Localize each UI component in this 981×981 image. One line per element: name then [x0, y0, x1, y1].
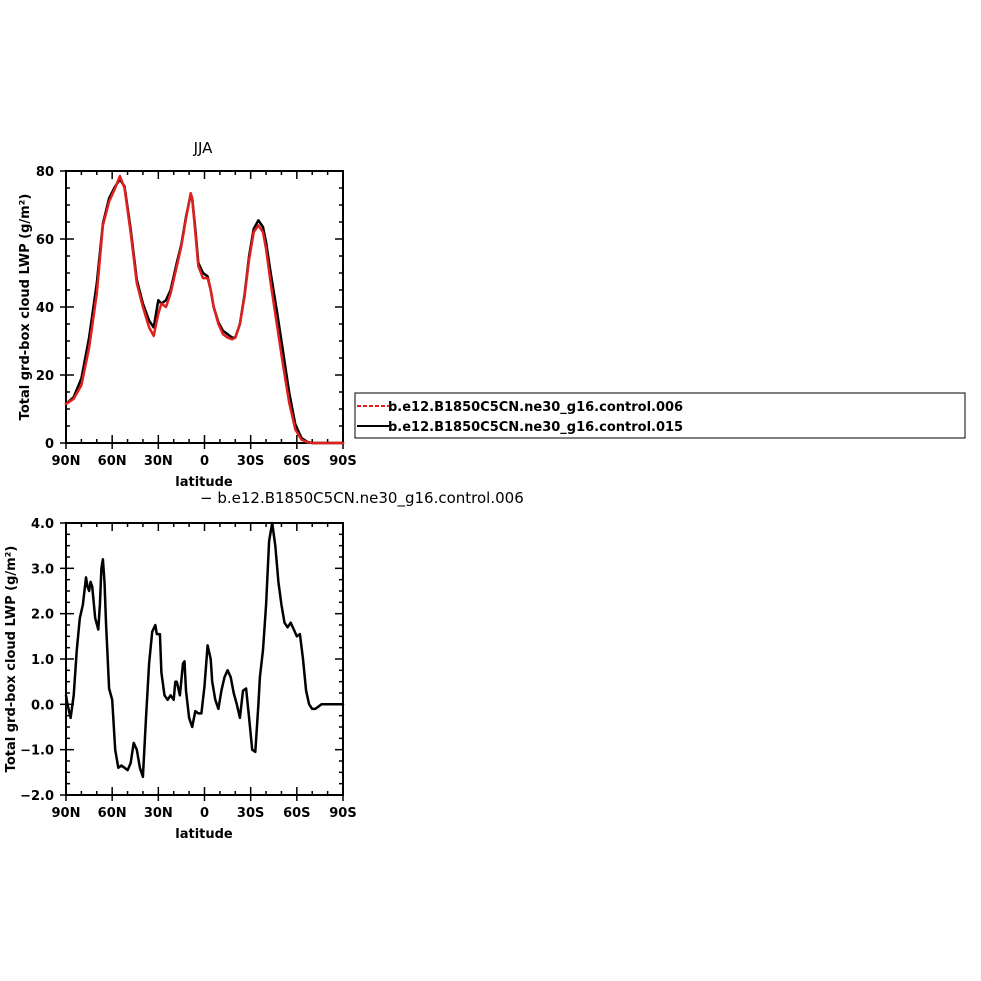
- top-y-tick-labels: 0 20 40 60 80: [36, 165, 54, 452]
- x-tick-label: 90N: [52, 454, 81, 469]
- top-x-axis-title: latitude: [175, 475, 233, 490]
- bottom-axis-ticks: [60, 522, 344, 801]
- y-tick-label: 1.0: [31, 653, 54, 668]
- x-tick-label: 60S: [283, 806, 310, 821]
- bottom-chart-title: − b.e12.B1850C5CN.ne30_g16.control.006: [200, 489, 524, 508]
- x-tick-label: 60N: [98, 454, 127, 469]
- top-series-lines: [64, 174, 345, 445]
- x-tick-label: 30N: [144, 806, 173, 821]
- top-chart-title: JJA: [193, 139, 214, 157]
- x-tick-label: 60S: [283, 454, 310, 469]
- bottom-x-tick-labels: 90N 60N 30N 0 30S 60S 90S: [52, 806, 357, 821]
- y-tick-label: 0.0: [31, 698, 54, 713]
- bottom-y-tick-labels: −2.0 −1.0 0.0 1.0 2.0 3.0 4.0: [20, 517, 54, 804]
- y-tick-label: −1.0: [20, 744, 54, 759]
- x-tick-label: 90S: [329, 806, 356, 821]
- bottom-y-axis-title: Total grd-box cloud LWP (g/m²): [4, 546, 19, 773]
- bottom-x-axis-title: latitude: [175, 827, 233, 842]
- top-axis-ticks: [60, 170, 344, 449]
- legend: b.e12.B1850C5CN.ne30_g16.control.006 b.e…: [354, 392, 966, 439]
- x-tick-label: 60N: [98, 806, 127, 821]
- legend-label-series-b: b.e12.B1850C5CN.ne30_g16.control.015: [388, 420, 683, 435]
- y-tick-label: 80: [36, 165, 54, 180]
- legend-label-series-a: b.e12.B1850C5CN.ne30_g16.control.006: [388, 400, 683, 415]
- bottom-series-line-0: [64, 521, 345, 779]
- top-y-axis-title: Total grd-box cloud LWP (g/m²): [18, 194, 33, 421]
- x-tick-label: 90S: [329, 454, 356, 469]
- x-tick-label: 30N: [144, 454, 173, 469]
- x-tick-label: 0: [200, 806, 209, 821]
- y-tick-label: 60: [36, 233, 54, 248]
- y-tick-label: 20: [36, 369, 54, 384]
- top-panel: JJA 90N 60N 30N 0 30S 60S 90S 0 20 40 60 80 latitu…: [18, 139, 357, 490]
- x-tick-label: 0: [200, 454, 209, 469]
- bottom-series-lines: [64, 521, 345, 779]
- x-tick-label: 30S: [237, 454, 264, 469]
- y-tick-label: 3.0: [31, 562, 54, 577]
- top-series-line-1: [64, 178, 345, 445]
- legend-box: [354, 392, 966, 439]
- y-tick-label: −2.0: [20, 789, 54, 804]
- y-tick-label: 40: [36, 301, 54, 316]
- x-tick-label: 30S: [237, 806, 264, 821]
- y-tick-label: 2.0: [31, 608, 54, 623]
- top-series-line-0: [64, 174, 345, 445]
- y-tick-label: 0: [45, 437, 54, 452]
- top-x-tick-labels: 90N 60N 30N 0 30S 60S 90S: [52, 454, 357, 469]
- bottom-panel: − b.e12.B1850C5CN.ne30_g16.control.006 9…: [4, 489, 524, 842]
- x-tick-label: 90N: [52, 806, 81, 821]
- y-tick-label: 4.0: [31, 517, 54, 532]
